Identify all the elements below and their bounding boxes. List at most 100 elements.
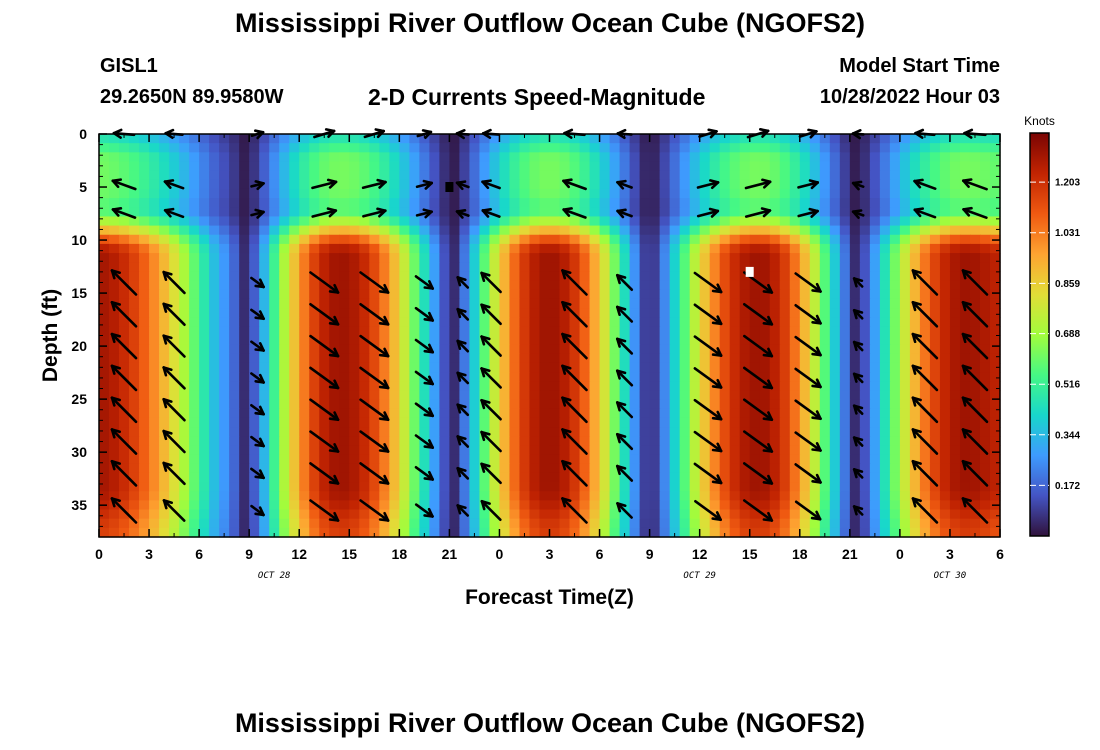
heatmap-cell (439, 234, 450, 245)
heatmap-cell (329, 170, 340, 181)
heatmap-cell (689, 271, 701, 282)
heatmap-cell (729, 353, 741, 364)
heatmap-cell (769, 280, 781, 291)
heatmap-cell (109, 527, 120, 538)
heatmap-cell (769, 527, 781, 538)
heatmap-cell (459, 198, 471, 208)
heatmap-cell (489, 335, 501, 346)
heatmap-cell (769, 170, 781, 181)
heatmap-cell (179, 518, 190, 529)
heatmap-cell (719, 436, 731, 447)
heatmap-cell (359, 463, 370, 474)
heatmap-cell (169, 445, 180, 456)
heatmap-cell (939, 243, 951, 254)
heatmap-cell (729, 271, 741, 282)
current-arrow (742, 366, 774, 390)
heatmap-cell (549, 207, 561, 218)
heatmap-cell (629, 527, 641, 538)
heatmap-cell (869, 143, 881, 153)
heatmap-cell (629, 170, 641, 181)
heatmap-cell (729, 335, 741, 346)
heatmap-cell (279, 344, 290, 355)
current-arrow (311, 178, 338, 190)
heatmap-cell (389, 326, 400, 337)
heatmap-cell (769, 390, 781, 401)
heatmap-cell (339, 253, 350, 263)
heatmap-cell (759, 390, 771, 401)
heatmap-cell (639, 500, 651, 511)
heatmap-cell (429, 491, 440, 501)
heatmap-cell (579, 234, 591, 245)
heatmap-cell (419, 234, 430, 245)
heatmap-cell (539, 482, 551, 492)
heatmap-cell (169, 188, 180, 199)
heatmap-cell (629, 152, 641, 163)
heatmap-cell (539, 234, 551, 245)
heatmap-cell (879, 344, 891, 355)
heatmap-cell (189, 179, 200, 190)
heatmap-cell (799, 427, 811, 437)
heatmap-cell (289, 482, 300, 492)
heatmap-cell (489, 152, 501, 163)
heatmap-cell (279, 152, 290, 163)
heatmap-cell (459, 335, 471, 346)
heatmap-cell (559, 289, 571, 300)
heatmap-cell (229, 225, 240, 236)
heatmap-cell (889, 243, 901, 254)
heatmap-cell (219, 280, 230, 291)
heatmap-cell (669, 161, 681, 172)
heatmap-cell (759, 518, 771, 529)
heatmap-cell (169, 326, 180, 337)
heatmap-cell (249, 436, 260, 447)
heatmap-cell (399, 427, 410, 437)
heatmap-cell (349, 362, 360, 373)
colorbar-tick-label: 0.859 (1055, 279, 1080, 290)
chart-subtitle: 2-D Currents Speed-Magnitude (368, 84, 706, 110)
heatmap-cell (249, 317, 260, 327)
heatmap-cell (309, 491, 320, 501)
heatmap-cell (599, 417, 611, 428)
heatmap-cell (639, 344, 651, 355)
heatmap-cell (529, 198, 541, 208)
heatmap-cell (469, 152, 481, 163)
heatmap-cell (469, 436, 481, 447)
heatmap-cell (209, 500, 220, 511)
heatmap-cell (499, 161, 511, 172)
heatmap-cell (179, 280, 190, 291)
heatmap-cell (439, 225, 450, 236)
heatmap-cell (629, 491, 641, 501)
heatmap-cell (409, 353, 420, 364)
heatmap-cell (99, 134, 110, 144)
heatmap-cell (979, 372, 991, 382)
heatmap-cell (599, 271, 611, 282)
heatmap-cell (509, 472, 521, 483)
heatmap-cell (159, 225, 170, 236)
heatmap-cell (139, 198, 150, 208)
heatmap-cell (129, 152, 140, 163)
heatmap-cell (269, 417, 280, 428)
heatmap-cell (299, 390, 310, 401)
heatmap-cell (699, 207, 711, 218)
heatmap-cell (419, 518, 430, 529)
heatmap-cell (969, 482, 981, 492)
heatmap-cell (359, 509, 370, 520)
heatmap-cell (449, 216, 460, 227)
heatmap-cell (639, 262, 651, 272)
heatmap-cell (299, 289, 310, 300)
heatmap-cell (619, 317, 631, 327)
heatmap-cell (929, 353, 941, 364)
heatmap-cell (309, 253, 320, 263)
heatmap-cell (809, 308, 821, 318)
heatmap-cell (619, 326, 631, 337)
heatmap-cell (499, 482, 511, 492)
heatmap-cell (499, 298, 511, 309)
heatmap-cell (149, 161, 160, 172)
heatmap-cell (919, 188, 931, 199)
current-arrow (852, 308, 864, 320)
heatmap-cell (849, 243, 861, 254)
heatmap-cell (799, 326, 811, 337)
heatmap-cell (869, 234, 881, 245)
heatmap-cell (639, 463, 651, 474)
heatmap-cell (199, 390, 210, 401)
heatmap-cell (839, 518, 851, 529)
